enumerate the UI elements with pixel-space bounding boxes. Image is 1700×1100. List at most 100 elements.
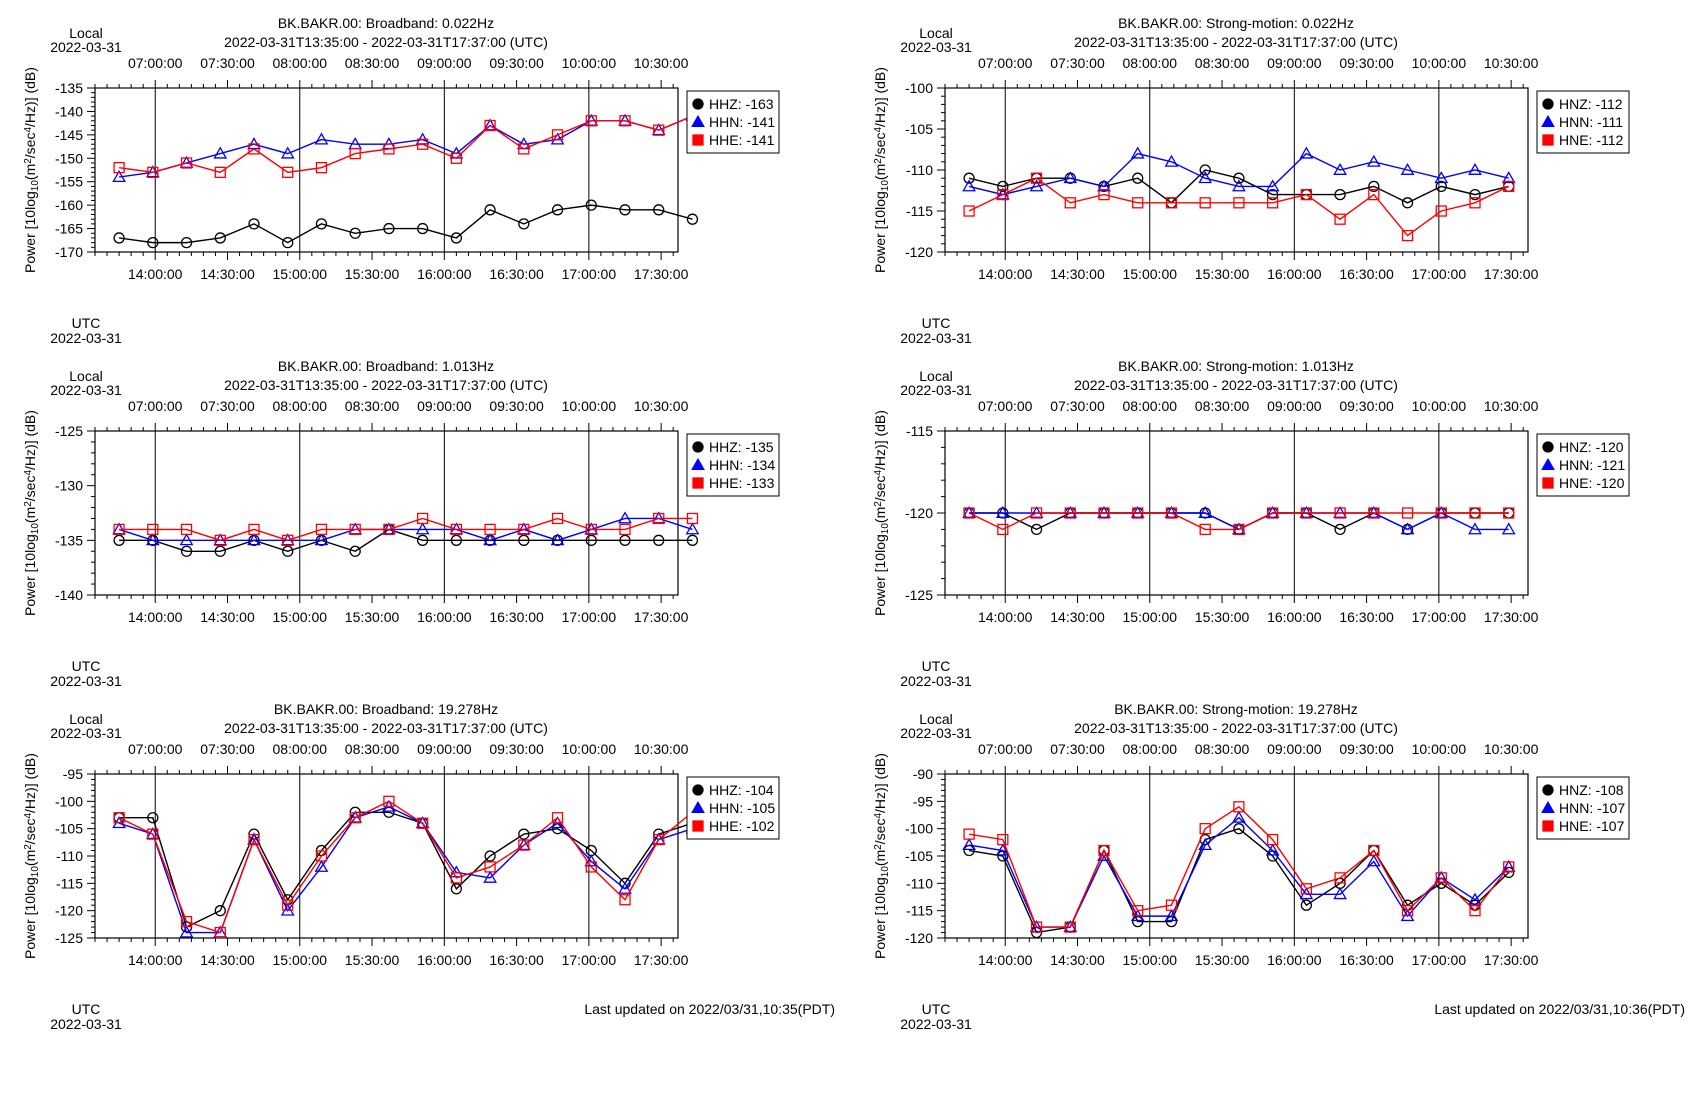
data-point-hnn: [1434, 505, 1449, 518]
data-point-hhe: [653, 833, 665, 846]
data-point-hhe: [450, 152, 463, 164]
data-point-hnz: [1030, 523, 1043, 536]
data-point-hhe: [214, 534, 226, 546]
data-point-hhn: [685, 522, 700, 535]
data-point-hhe: [383, 143, 395, 155]
y-tick-label: -105: [905, 121, 933, 137]
data-point-hhe: [248, 143, 260, 155]
x-tick-label-local: 10:30:00: [634, 398, 689, 414]
series-line-hhn: [118, 806, 693, 934]
utc-axis-date: 2022-03-31: [900, 673, 972, 689]
series-line-hhz: [119, 811, 693, 929]
data-point-hne: [1368, 188, 1380, 201]
x-tick-label-local: 07:00:00: [128, 741, 183, 757]
data-point-hnn: [1063, 171, 1078, 184]
y-tick-label: -125: [55, 930, 83, 946]
y-tick-label: -110: [906, 875, 933, 891]
x-tick-label-local: 10:00:00: [562, 398, 617, 414]
data-point-hhz: [585, 199, 597, 211]
data-point-hhn: [550, 533, 565, 546]
chart-title: BK.BAKR.00: Broadband: 19.278Hz: [274, 701, 498, 717]
data-point-hhz: [248, 218, 260, 230]
data-point-hhe: [484, 119, 496, 132]
data-point-hhe: [619, 523, 631, 536]
data-point-hnn: [995, 505, 1010, 518]
data-point-hne: [1401, 905, 1414, 917]
data-point-hhn: [348, 522, 363, 535]
x-tick-label-utc: 17:00:00: [562, 609, 617, 625]
data-point-hhe: [416, 512, 429, 525]
data-point-hhz: [180, 236, 193, 249]
data-point-hnn: [1468, 162, 1482, 175]
local-axis-date: 2022-03-31: [50, 39, 122, 55]
data-point-hnn: [1265, 505, 1280, 518]
data-point-hne: [1435, 872, 1447, 884]
data-point-hhe: [349, 147, 361, 160]
data-point-hhn: [483, 870, 497, 883]
chart-title: BK.BAKR.00: Broadband: 1.013Hz: [278, 358, 494, 374]
legend-entry: HNE: -120: [1559, 475, 1625, 491]
legend-entry: HNN: -107: [1559, 800, 1625, 816]
legend-marker: [692, 98, 704, 110]
data-point-hhe: [383, 795, 395, 807]
data-point-hnz: [997, 180, 1009, 193]
data-point-hnz: [1300, 899, 1313, 911]
legend-entry: HHN: -105: [709, 800, 775, 816]
chart-svg: BK.BAKR.00: Strong-motion: 19.278Hz 2022-…: [872, 701, 1685, 1032]
local-axis-label: Local: [69, 368, 102, 384]
x-tick-label-local: 09:30:00: [1339, 55, 1394, 71]
data-point-hhe: [282, 166, 294, 178]
data-point-hne: [1098, 844, 1110, 857]
y-tick-label: -125: [905, 587, 933, 603]
data-point-hne: [1030, 172, 1043, 184]
data-point-hnn: [1366, 154, 1381, 167]
x-tick-label-utc: 16:30:00: [1339, 266, 1394, 282]
x-tick-label-utc: 17:30:00: [1484, 952, 1539, 968]
data-point-hhe: [113, 812, 125, 824]
y-tick-label: -100: [905, 80, 933, 96]
data-point-hhe: [349, 523, 361, 536]
data-point-hhe: [653, 512, 665, 525]
data-point-hnn: [1198, 171, 1213, 184]
utc-axis-label: UTC: [922, 658, 951, 674]
x-tick-label-utc: 16:30:00: [489, 266, 544, 282]
legend-marker: [691, 114, 705, 127]
data-point-hne: [1334, 872, 1346, 884]
data-point-hhz: [484, 204, 496, 216]
x-tick-label-local: 08:00:00: [1123, 55, 1178, 71]
data-point-hhz: [416, 534, 429, 546]
data-point-hne: [1165, 899, 1178, 911]
y-tick-label: -120: [905, 930, 933, 946]
data-point-hnn: [1366, 505, 1381, 518]
y-tick-label: -165: [55, 221, 83, 237]
data-point-hhe: [518, 143, 530, 155]
data-point-hhz: [619, 534, 631, 546]
chart-panel: BK.BAKR.00: Broadband: 19.278Hz 2022-03-3…: [0, 686, 850, 1032]
data-point-hnz: [1199, 164, 1211, 176]
data-point-hhe: [147, 828, 159, 840]
data-point-hnz: [1469, 188, 1481, 201]
x-tick-label-utc: 15:00:00: [273, 952, 328, 968]
x-tick-label-utc: 14:00:00: [128, 952, 183, 968]
x-tick-label-local: 09:30:00: [1339, 741, 1394, 757]
data-point-hne: [1435, 507, 1447, 519]
data-point-hhz: [686, 534, 699, 546]
data-point-hhe: [619, 894, 631, 906]
x-tick-label-local: 07:30:00: [200, 741, 255, 757]
utc-axis-date: 2022-03-31: [900, 1016, 972, 1032]
local-axis-date: 2022-03-31: [900, 725, 972, 741]
local-axis-date: 2022-03-31: [50, 382, 122, 398]
data-point-hne: [1165, 507, 1178, 519]
x-tick-label-local: 08:00:00: [1123, 741, 1178, 757]
x-tick-label-utc: 16:00:00: [417, 952, 472, 968]
data-point-hne: [1300, 507, 1313, 519]
x-tick-label-utc: 17:30:00: [1484, 609, 1539, 625]
data-point-hhz: [315, 218, 328, 230]
x-tick-label-local: 08:00:00: [1123, 398, 1178, 414]
data-point-hhe: [551, 812, 564, 824]
data-point-hhn: [415, 816, 430, 829]
chart-svg: BK.BAKR.00: Broadband: 0.022Hz 2022-03-31…: [22, 15, 780, 346]
x-tick-label-local: 10:30:00: [634, 741, 689, 757]
y-tick-label: -160: [55, 197, 83, 213]
legend-marker: [1541, 457, 1555, 470]
